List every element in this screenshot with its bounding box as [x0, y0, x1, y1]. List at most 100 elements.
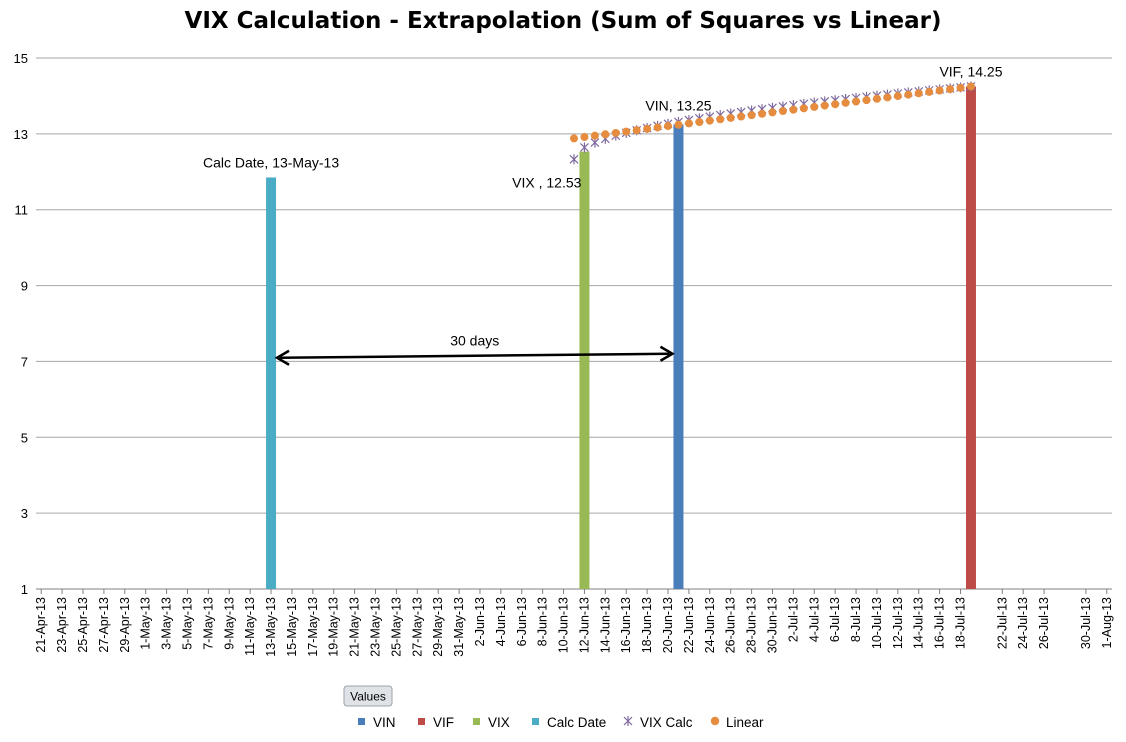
x-tick-label: 20-Jun-13: [661, 597, 675, 653]
legend-label: Linear: [726, 715, 764, 730]
y-tick-label: 9: [21, 279, 28, 294]
x-tick-label: 4-Jun-13: [494, 597, 508, 646]
x-tick-label: 2-Jul-13: [786, 597, 800, 642]
bar-vif: [965, 86, 976, 590]
x-tick-label: 16-Jun-13: [619, 597, 633, 653]
linear-marker: [747, 111, 756, 120]
linear-marker: [590, 131, 599, 140]
linear-marker: [622, 127, 631, 136]
linear-marker: [966, 82, 975, 91]
x-tick-label: 27-Apr-13: [97, 597, 111, 653]
bar-vin: [673, 124, 684, 589]
gridlines: [36, 57, 1112, 590]
x-tick-label: 29-Apr-13: [118, 597, 132, 653]
x-tick-label: 25-Apr-13: [76, 597, 90, 653]
legend-swatch: [532, 718, 539, 725]
linear-marker: [872, 94, 881, 103]
legend-swatch: [358, 718, 365, 725]
x-tick-label: 12-Jun-13: [577, 597, 591, 653]
linear-marker: [580, 133, 589, 142]
linear-marker: [705, 116, 714, 125]
x-tick-label: 28-Jun-13: [745, 597, 759, 653]
linear-marker: [716, 115, 725, 124]
linear-marker: [778, 107, 787, 116]
x-tick-label: 30-Jun-13: [765, 597, 779, 653]
x-tick-label: 14-Jun-13: [598, 597, 612, 653]
x-tick-label: 6-Jun-13: [515, 597, 529, 646]
x-tick-label: 29-May-13: [431, 597, 445, 657]
bar-vix: [579, 151, 590, 589]
x-tick-label: 14-Jul-13: [912, 597, 926, 649]
legend-item-calc-date: Calc Date: [532, 715, 606, 730]
x-tick-label: 21-Apr-13: [34, 597, 48, 653]
x-tick-label: 18-Jul-13: [954, 597, 968, 649]
plot-area: [266, 81, 976, 590]
legend-item-vix-calc: VIX Calc: [623, 715, 693, 730]
linear-marker: [695, 117, 704, 126]
x-tick-label: 8-Jul-13: [849, 597, 863, 642]
legend-swatch: [418, 718, 425, 725]
data-label-calc-date: Calc Date, 13-May-13: [203, 154, 339, 170]
linear-marker: [810, 102, 819, 111]
x-tick-label: 23-Apr-13: [55, 597, 69, 653]
data-label-vif: VIF, 14.25: [939, 63, 1002, 79]
legend-label: VIX Calc: [640, 715, 693, 730]
linear-marker: [674, 120, 683, 129]
y-tick-label: 7: [21, 354, 28, 369]
x-tick-label: 25-May-13: [389, 597, 403, 657]
linear-marker: [758, 109, 767, 118]
x-tick-label: 13-May-13: [264, 597, 278, 657]
vix-calc-marker: [580, 142, 589, 153]
linear-marker: [820, 101, 829, 110]
x-tick-label: 31-May-13: [452, 597, 466, 657]
x-tick-label: 9-May-13: [222, 597, 236, 650]
linear-marker: [883, 93, 892, 102]
linear-marker: [841, 98, 850, 107]
linear-marker: [768, 108, 777, 117]
arrow-head-right: [659, 345, 675, 362]
y-tick-label: 3: [21, 506, 28, 521]
x-tick-label: 6-Jul-13: [828, 597, 842, 642]
data-label-vin: VIN, 13.25: [645, 97, 711, 113]
linear-marker: [914, 89, 923, 98]
legend-swatch: [473, 718, 480, 725]
x-tick-label: 19-May-13: [327, 597, 341, 657]
legend-label: Calc Date: [547, 715, 606, 730]
legend-label: VIF: [433, 715, 454, 730]
linear-marker: [946, 85, 955, 94]
x-tick-label: 24-Jun-13: [703, 597, 717, 653]
x-tick-label: 10-Jul-13: [870, 597, 884, 649]
legend-dot-swatch: [710, 716, 720, 726]
x-tick-label: 2-Jun-13: [473, 597, 487, 646]
legend-star-swatch: [623, 716, 633, 726]
x-tick-label: 24-Jul-13: [1016, 597, 1030, 649]
y-tick-label: 11: [15, 203, 29, 218]
y-tick-label: 1: [21, 582, 28, 597]
linear-marker: [737, 112, 746, 121]
bar-calc-date: [266, 177, 277, 589]
x-tick-label: 21-May-13: [348, 597, 362, 657]
legend-item-vin: VIN: [358, 715, 396, 730]
data-labels: Calc Date, 13-May-13 VIX , 12.53 VIN, 13.2…: [203, 63, 1003, 190]
x-tick-label: 30-Jul-13: [1079, 597, 1093, 649]
x-tick-label: 4-Jul-13: [807, 597, 821, 642]
linear-marker: [601, 130, 610, 139]
legend-label: VIN: [373, 715, 396, 730]
y-tick-label: 5: [21, 430, 28, 445]
data-label-vix: VIX , 12.53: [512, 175, 581, 191]
legend-item-vif: VIF: [418, 715, 454, 730]
linear-marker: [653, 123, 662, 132]
linear-marker: [684, 119, 693, 128]
values-field-button[interactable]: Values: [343, 685, 393, 707]
linear-marker: [893, 92, 902, 101]
x-tick-label: 22-Jun-13: [682, 597, 696, 653]
linear-marker: [726, 113, 735, 122]
values-button-label: Values: [350, 690, 386, 704]
linear-marker: [789, 105, 798, 114]
x-tick-label: 16-Jul-13: [933, 597, 947, 649]
annotation-label: 30 days: [450, 333, 499, 349]
x-tick-label: 12-Jul-13: [891, 597, 905, 649]
linear-marker: [611, 128, 620, 137]
